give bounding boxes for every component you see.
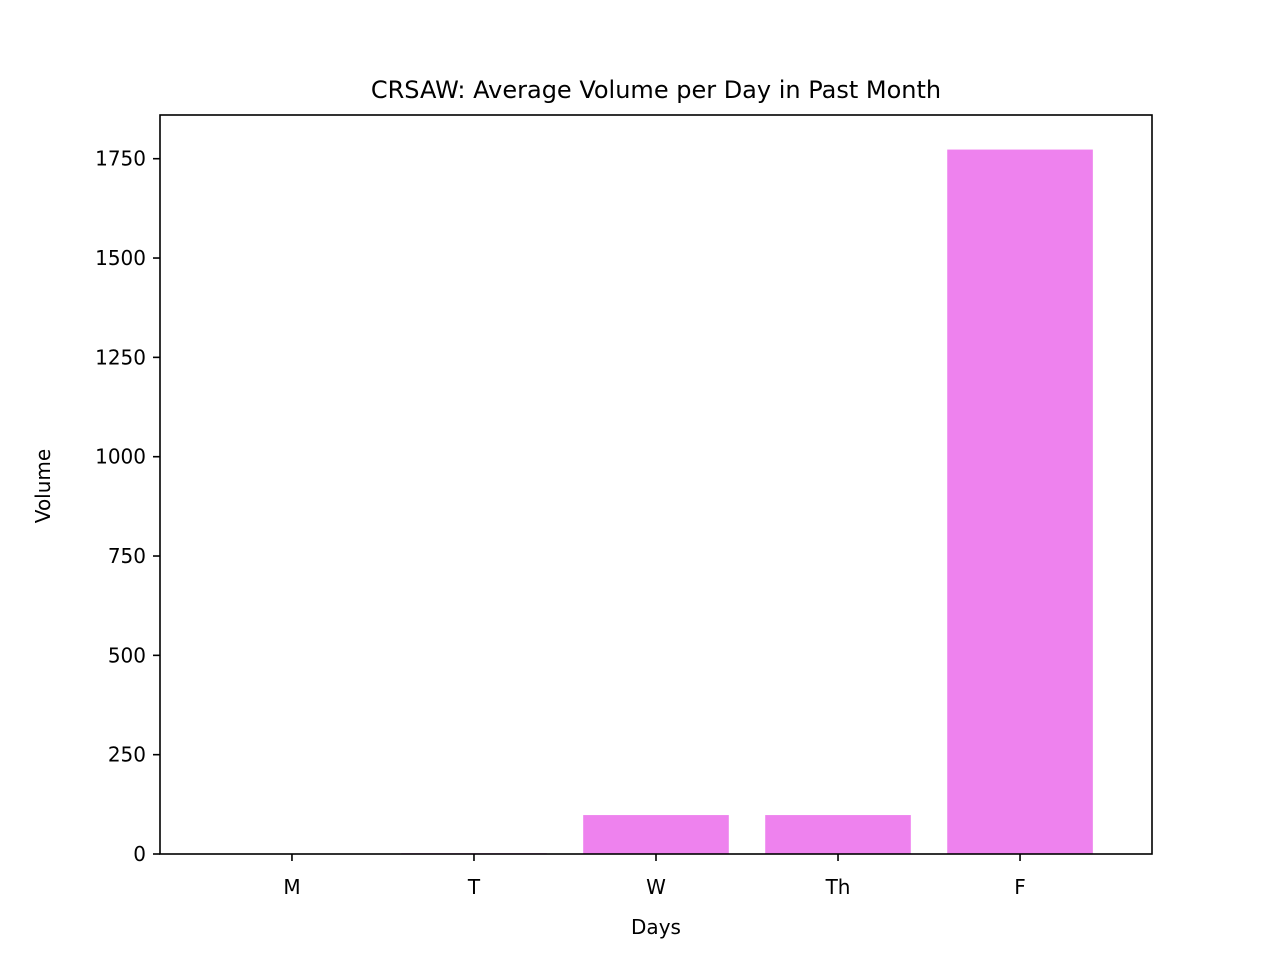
y-tick-label: 250: [108, 743, 146, 767]
bars-layer: [401, 149, 1093, 854]
chart-title: CRSAW: Average Volume per Day in Past Mo…: [371, 76, 941, 104]
x-tick-label: T: [467, 875, 481, 899]
bar-w: [583, 815, 729, 854]
x-tick-label: Th: [825, 875, 851, 899]
x-axis: M T W Th F: [283, 854, 1026, 899]
y-tick-label: 1250: [95, 345, 146, 369]
y-tick-label: 500: [108, 643, 146, 667]
y-tick-label: 750: [108, 544, 146, 568]
x-tick-label: F: [1014, 875, 1026, 899]
x-tick-label: W: [646, 875, 666, 899]
plot-frame: [159, 114, 1153, 855]
y-tick-label: 0: [133, 842, 146, 866]
y-tick-label: 1750: [95, 147, 146, 171]
y-tick-label: 1500: [95, 246, 146, 270]
x-tick-label: M: [283, 875, 300, 899]
y-tick-label: 1000: [95, 445, 146, 469]
bar-th: [765, 815, 911, 854]
y-axis-label: Volume: [31, 449, 55, 523]
x-axis-label: Days: [631, 915, 681, 939]
y-axis: 0 250 500 750 1000 1250 1500 1750: [95, 147, 160, 866]
bar-f: [947, 149, 1093, 854]
